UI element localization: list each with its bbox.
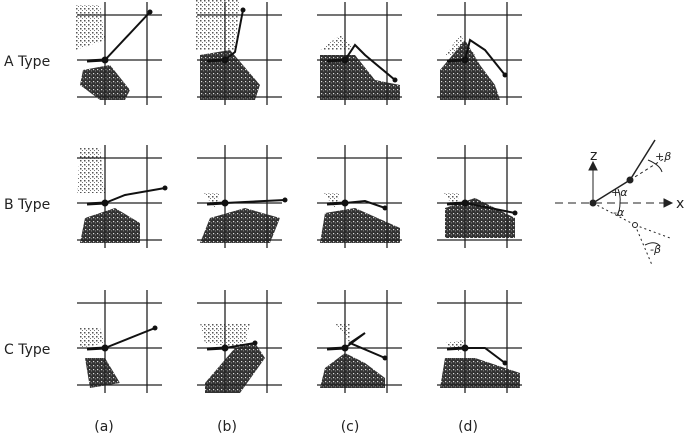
- light-region: [195, 0, 240, 50]
- arrow-head: [664, 199, 672, 207]
- dark-region: [320, 208, 400, 243]
- base: [327, 203, 345, 204]
- joint: [393, 78, 398, 83]
- joint: [383, 206, 388, 211]
- column-label: (c): [341, 419, 360, 435]
- light-region: [335, 323, 350, 343]
- base: [327, 348, 345, 349]
- panel: [437, 290, 522, 393]
- base: [207, 203, 225, 204]
- base: [447, 60, 465, 61]
- dark-region: [320, 353, 385, 388]
- dark-region: [440, 40, 500, 100]
- base: [207, 60, 225, 61]
- light-region: [80, 328, 105, 348]
- arm: [630, 140, 655, 180]
- base: [327, 60, 345, 61]
- panel: [317, 2, 402, 105]
- light-region: [203, 193, 220, 208]
- joint: [627, 177, 633, 183]
- light-region: [323, 193, 340, 208]
- inset-label: -α: [613, 206, 625, 219]
- panel: [437, 145, 522, 248]
- base: [447, 203, 465, 204]
- panel: [197, 290, 282, 393]
- panel: [317, 290, 402, 393]
- joint: [503, 361, 508, 366]
- column-label: (b): [217, 419, 237, 435]
- row-label: B Type: [4, 197, 50, 213]
- joint: [503, 73, 508, 78]
- inset-label: -β: [650, 243, 661, 256]
- arm: [345, 333, 385, 358]
- dark-region: [440, 358, 520, 388]
- panel: [317, 145, 402, 248]
- joint: [148, 10, 153, 15]
- column-label: (d): [458, 419, 478, 435]
- inset-label: +β: [655, 150, 671, 163]
- panel: [437, 2, 522, 105]
- panel: [195, 0, 282, 105]
- dark-region: [80, 208, 140, 243]
- dark-region: [200, 50, 260, 100]
- arm: [105, 188, 165, 203]
- base: [447, 348, 465, 349]
- row-label: A Type: [4, 54, 50, 70]
- panel: [77, 290, 162, 393]
- base: [87, 348, 105, 349]
- dark-region: [200, 208, 280, 243]
- arm: [345, 201, 385, 208]
- arm: [105, 12, 150, 60]
- inset-label: z: [590, 148, 597, 164]
- base: [207, 348, 225, 349]
- joint: [283, 198, 288, 203]
- joint: [590, 200, 596, 206]
- base: [87, 60, 105, 61]
- inset-label: x: [676, 196, 684, 212]
- figure: A Type B Type C Type (a) (b) (c) (d) z x…: [0, 0, 689, 439]
- column-label: (a): [94, 419, 114, 435]
- light-region: [320, 35, 355, 50]
- joint: [153, 326, 158, 331]
- light-region: [75, 5, 105, 50]
- dark-region: [85, 358, 120, 388]
- panel: [75, 2, 162, 105]
- base: [87, 203, 105, 204]
- panels: [75, 0, 522, 393]
- joint: [253, 341, 258, 346]
- inset-label: +α: [611, 186, 628, 199]
- light-region: [77, 148, 105, 193]
- joint: [163, 186, 168, 191]
- panel: [77, 145, 168, 248]
- joint: [633, 223, 638, 228]
- joint: [241, 8, 246, 13]
- arm-dotted: [635, 225, 670, 238]
- row-label: C Type: [4, 342, 50, 358]
- panel: [197, 145, 288, 248]
- joint: [513, 211, 518, 216]
- joint: [383, 356, 388, 361]
